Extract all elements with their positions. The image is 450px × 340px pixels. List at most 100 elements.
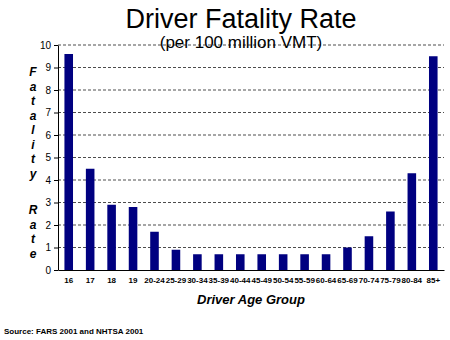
bar bbox=[86, 169, 95, 270]
x-tick: 16 bbox=[64, 276, 73, 285]
grid-line bbox=[58, 135, 444, 136]
x-tick-label: 20-24 bbox=[144, 276, 165, 285]
subtitle: (per 100 million VMT) bbox=[160, 33, 323, 52]
y-tick-mark bbox=[54, 113, 58, 114]
y-tick: 1 bbox=[45, 242, 58, 253]
y-tick-label: 5 bbox=[45, 152, 51, 163]
y-tick: 4 bbox=[45, 175, 58, 186]
x-tick: 35-39 bbox=[209, 276, 230, 285]
y-tick-mark bbox=[54, 158, 58, 159]
x-tick: 50-54 bbox=[273, 276, 294, 285]
bar bbox=[193, 254, 202, 270]
bars bbox=[64, 54, 437, 270]
y-tick: 6 bbox=[45, 130, 58, 141]
x-tick-label: 16 bbox=[64, 276, 73, 285]
x-tick: 85+ bbox=[426, 276, 440, 285]
x-tick-label: 60-64 bbox=[316, 276, 337, 285]
grid-line bbox=[58, 157, 444, 158]
x-tick-label: 45-49 bbox=[251, 276, 272, 285]
y-tick-label: 0 bbox=[45, 265, 51, 276]
bar bbox=[322, 254, 331, 270]
bar bbox=[107, 205, 116, 270]
x-tick: 75-79 bbox=[380, 276, 401, 285]
grid-line bbox=[58, 180, 444, 181]
y-tick-label: 7 bbox=[45, 107, 51, 118]
chart: Driver Fatality Rate(per 100 million VMT… bbox=[0, 0, 450, 340]
y-tick: 3 bbox=[45, 197, 58, 208]
y-axis-title: FatalityRate bbox=[29, 65, 38, 261]
y-tick-mark bbox=[54, 270, 58, 271]
x-tick-label: 17 bbox=[86, 276, 95, 285]
source-note: Source: FARS 2001 and NHTSA 2001 bbox=[4, 327, 144, 336]
grid-line bbox=[58, 112, 444, 113]
x-tick-label: 40-44 bbox=[230, 276, 251, 285]
x-tick: 45-49 bbox=[251, 276, 272, 285]
y-tick: 2 bbox=[45, 220, 58, 231]
x-tick: 17 bbox=[86, 276, 95, 285]
grid-line bbox=[58, 202, 444, 203]
x-tick-label: 50-54 bbox=[273, 276, 294, 285]
x-tick-label: 75-79 bbox=[380, 276, 401, 285]
x-tick: 60-64 bbox=[316, 276, 337, 285]
bar bbox=[236, 254, 245, 270]
grid-line bbox=[58, 90, 444, 91]
y-tick-label: 2 bbox=[45, 220, 51, 231]
x-tick-label: 70-74 bbox=[359, 276, 380, 285]
x-axis-line bbox=[59, 270, 445, 271]
y-tick: 9 bbox=[45, 62, 58, 73]
y-tick-mark bbox=[54, 225, 58, 226]
x-tick: 18 bbox=[107, 276, 116, 285]
bar bbox=[215, 254, 224, 270]
x-tick: 80-84 bbox=[402, 276, 423, 285]
y-tick-label: 6 bbox=[45, 130, 51, 141]
x-tick: 65-69 bbox=[337, 276, 358, 285]
x-tick: 40-44 bbox=[230, 276, 251, 285]
grid-line bbox=[58, 45, 444, 46]
y-tick-label: 10 bbox=[40, 40, 52, 51]
grid-line bbox=[58, 67, 444, 68]
bar bbox=[429, 56, 438, 270]
y-tick: 8 bbox=[45, 85, 58, 96]
x-tick-label: 35-39 bbox=[209, 276, 230, 285]
x-tick-label: 65-69 bbox=[337, 276, 358, 285]
y-tick-mark bbox=[54, 45, 58, 46]
bar bbox=[279, 254, 288, 270]
x-tick: 19 bbox=[129, 276, 138, 285]
y-tick-mark bbox=[54, 90, 58, 91]
y-axis: 0 1 2 3 4 5 6 7 8 9 10 bbox=[40, 40, 59, 276]
bar bbox=[64, 54, 73, 270]
bar bbox=[408, 173, 417, 270]
bar bbox=[300, 254, 309, 270]
y-tick-label: 1 bbox=[45, 242, 51, 253]
y-tick-label: 8 bbox=[45, 85, 51, 96]
x-tick-label: 30-34 bbox=[187, 276, 208, 285]
x-tick-label: 80-84 bbox=[402, 276, 423, 285]
x-tick: 20-24 bbox=[144, 276, 165, 285]
bar bbox=[257, 254, 266, 270]
x-tick-label: 19 bbox=[129, 276, 138, 285]
y-tick-mark bbox=[54, 248, 58, 249]
y-tick-mark bbox=[54, 135, 58, 136]
bar bbox=[365, 236, 374, 270]
y-tick-label: 3 bbox=[45, 197, 51, 208]
y-tick: 5 bbox=[45, 152, 58, 163]
bar bbox=[343, 248, 352, 271]
title: Driver Fatality Rate bbox=[125, 4, 356, 34]
x-tick-label: 25-29 bbox=[166, 276, 187, 285]
bar bbox=[172, 250, 181, 270]
x-tick-label: 18 bbox=[107, 276, 116, 285]
x-axis: 16 17 18 19 20-2425-2930-3435-3940-4445-4950… bbox=[59, 271, 445, 285]
y-tick: 0 bbox=[45, 265, 58, 276]
bar bbox=[386, 212, 395, 271]
bar bbox=[150, 232, 159, 270]
y-tick-mark bbox=[54, 203, 58, 204]
y-tick-mark bbox=[54, 180, 58, 181]
y-tick-label: 4 bbox=[45, 175, 51, 186]
x-tick-label: 55-59 bbox=[294, 276, 315, 285]
x-tick: 55-59 bbox=[294, 276, 315, 285]
y-tick-label: 9 bbox=[45, 62, 51, 73]
y-tick: 10 bbox=[40, 40, 58, 51]
x-tick: 25-29 bbox=[166, 276, 187, 285]
y-tick: 7 bbox=[45, 107, 58, 118]
y-tick-mark bbox=[54, 68, 58, 69]
